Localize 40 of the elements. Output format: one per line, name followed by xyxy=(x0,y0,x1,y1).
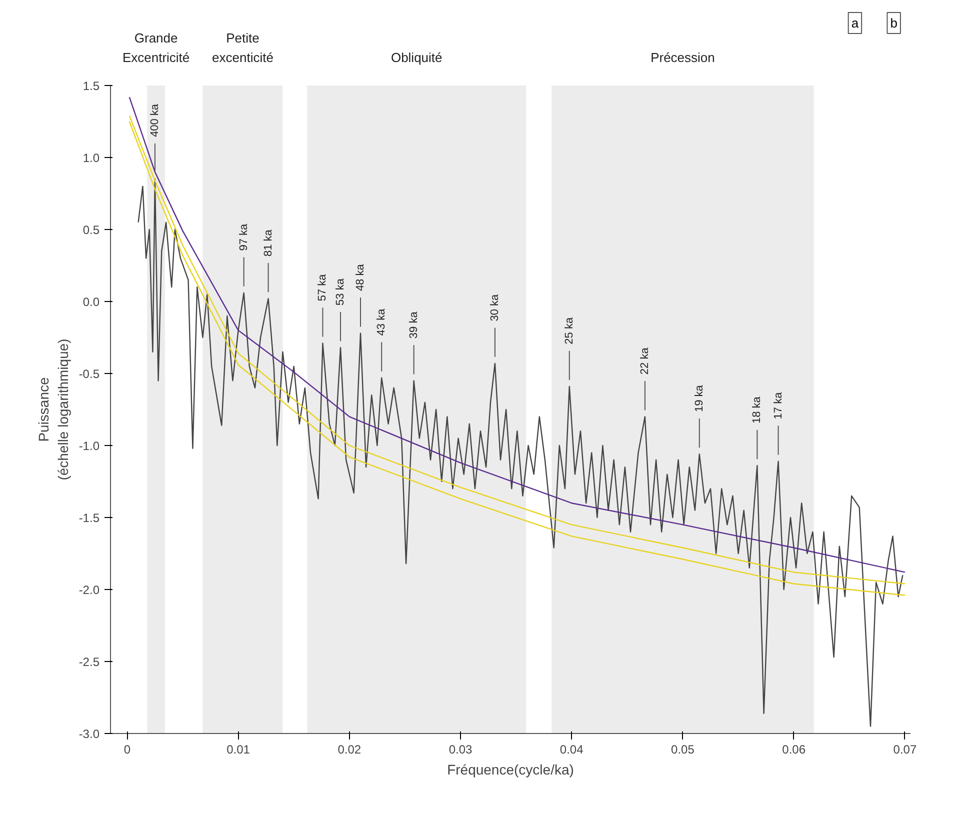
annotation: 81 ka xyxy=(262,228,274,256)
y-tick-label: -0.5 xyxy=(78,367,100,381)
annotation: 19 ka xyxy=(693,384,706,412)
annotation: 57 ka xyxy=(316,273,329,302)
x-tick-label: 0.07 xyxy=(893,742,917,756)
band-label: Précession xyxy=(650,50,715,65)
y-tick-label: -1.0 xyxy=(78,439,100,453)
y-tick-label: -3.0 xyxy=(78,727,100,741)
band-label: Grande Excentricité xyxy=(122,30,190,65)
annotation: 30 ka xyxy=(488,294,501,322)
x-tick-label: 0.03 xyxy=(448,742,473,756)
y-tick-label: -2.5 xyxy=(78,655,100,669)
annotation: 97 ka xyxy=(238,222,250,251)
text: b xyxy=(890,16,898,30)
y-tick-label: -1.5 xyxy=(78,511,100,525)
band-label: Obliquité xyxy=(390,50,442,65)
band-label: Petite excenticité xyxy=(212,30,274,65)
text: a xyxy=(851,16,860,30)
annotation: 43 ka xyxy=(376,308,388,336)
x-tick-label: 0 xyxy=(124,742,131,756)
annotation: 48 ka xyxy=(354,263,366,292)
x-tick-label: 0.06 xyxy=(782,742,806,756)
y-tick-label: 0.5 xyxy=(82,223,100,237)
x-tick-label: 0.04 xyxy=(560,742,584,756)
y-tick-label: -2.0 xyxy=(78,583,100,597)
annotation: 25 ka xyxy=(563,316,576,344)
x-axis-title: Fréquence(cycle/ka) xyxy=(447,762,574,778)
y-tick-label: 1.5 xyxy=(82,79,100,93)
annotation: 17 ka xyxy=(772,391,784,420)
x-tick-label: 0.02 xyxy=(338,742,362,756)
annotation: 400 ka xyxy=(148,103,161,137)
x-tick-label: 0.01 xyxy=(226,742,250,756)
annotation: 22 ka xyxy=(638,346,651,375)
y-axis-title: Puissance (échelle logarithmique) xyxy=(36,338,71,480)
annotation: 53 ka xyxy=(334,278,346,306)
y-tick-label: 1.0 xyxy=(82,151,100,165)
x-tick-label: 0.05 xyxy=(671,742,695,756)
annotation: 39 ka xyxy=(408,310,420,339)
annotation: 18 ka xyxy=(751,396,764,424)
y-tick-label: 0.0 xyxy=(82,295,100,309)
